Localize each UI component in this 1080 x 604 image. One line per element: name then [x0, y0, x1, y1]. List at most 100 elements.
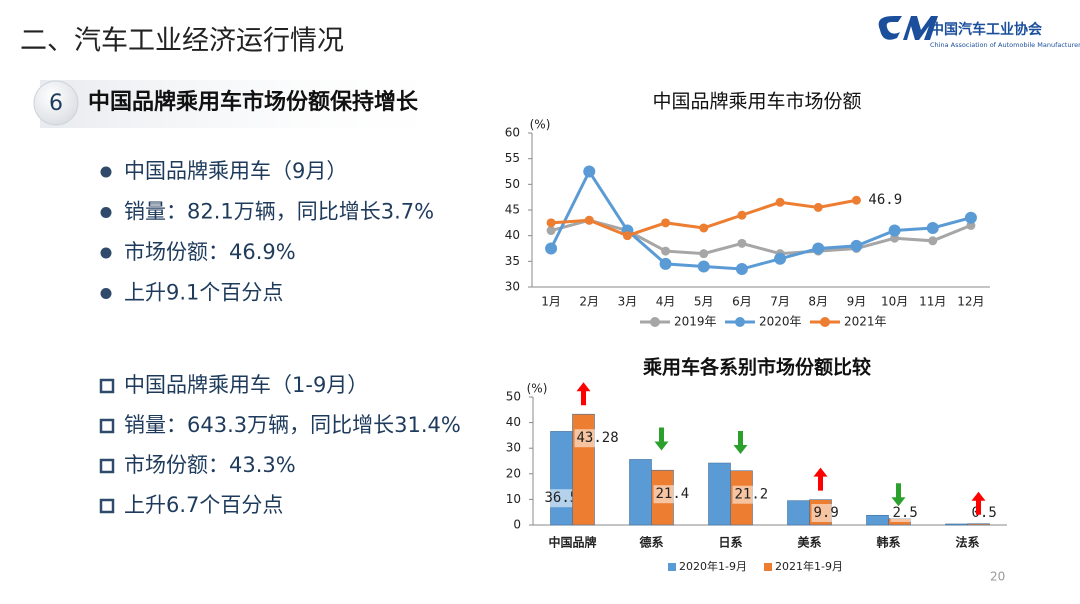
bar: [550, 431, 573, 526]
y-tick-label: 60: [505, 126, 520, 140]
data-label: 46.9: [868, 192, 902, 208]
data-label: 2.5: [893, 505, 918, 521]
legend-label: 2021年: [844, 315, 887, 329]
label-bg: [574, 429, 615, 448]
bullet-square: [99, 498, 115, 514]
x-tick-label: 2月: [579, 295, 599, 309]
legend-swatch: [668, 563, 676, 571]
bullet-text: 市场份额：43.3%: [124, 453, 296, 477]
chart-title: 中国品牌乘用车市场份额: [652, 91, 861, 113]
bullet-dot: [100, 207, 112, 218]
data-label: 21.2: [735, 487, 769, 503]
section-number: 6: [49, 91, 63, 116]
y-tick-label: 10: [506, 492, 521, 506]
bullet-text: 中国品牌乘用车（1-9月）: [124, 373, 368, 397]
section-badge: [33, 80, 79, 126]
y-tick-label: 50: [506, 390, 521, 404]
bullet-square: [99, 378, 115, 394]
line-marker: [775, 197, 785, 207]
bullet-text: 销量：82.1万辆，同比增长3.7%: [124, 200, 434, 224]
y-tick-label: 30: [506, 441, 521, 455]
y-tick-label: 30: [505, 280, 520, 294]
y-tick-label: 55: [505, 151, 520, 165]
bullet-text: 中国品牌乘用车（9月）: [124, 159, 347, 183]
x-tick-label: 1月: [541, 295, 561, 309]
x-tick-label: 11月: [919, 295, 946, 309]
trend-arrow: [813, 467, 828, 491]
bullet-dot: [100, 288, 112, 299]
x-tick-label: 中国品牌: [548, 535, 596, 550]
x-tick-label: 7月: [770, 295, 790, 309]
line-marker: [926, 221, 939, 234]
line-marker: [737, 238, 747, 248]
y-tick-label: 0: [513, 518, 521, 532]
y-unit: (%): [527, 382, 548, 396]
subtitle: 中国品牌乘用车市场份额保持增长: [88, 89, 419, 115]
line-marker: [850, 239, 863, 252]
x-tick-label: 日系: [718, 535, 742, 550]
data-label: 21.4: [656, 486, 690, 502]
line-marker: [964, 211, 977, 224]
bullet-text: 销量：643.3万辆，同比增长31.4%: [124, 413, 461, 437]
slide-title: 二、汽车工业经济运行情况: [20, 26, 344, 57]
line-series: [550, 218, 972, 256]
line-series: [549, 168, 972, 271]
y-tick-label: 40: [506, 415, 521, 429]
label-bg: [732, 485, 773, 504]
x-tick-label: 10月: [881, 295, 908, 309]
bullet-text: 上升6.7个百分点: [124, 493, 283, 517]
bullet-square: [99, 418, 115, 434]
bullet-text: 上升9.1个百分点: [124, 281, 283, 305]
bullets: 中国品牌乘用车（9月） 销量：82.1万辆，同比增长3.7% 市场份额：46.9% 上…: [99, 159, 461, 517]
legend-label: 2019年: [674, 315, 717, 329]
legend-marker: [735, 317, 745, 327]
data-label: 43.28: [577, 430, 619, 446]
bar: [629, 459, 652, 526]
line-marker: [659, 257, 672, 270]
legend-marker: [650, 317, 660, 327]
line-marker: [699, 223, 709, 233]
bar: [945, 523, 968, 526]
x-tick-label: 8月: [808, 295, 828, 309]
logo-mark: [878, 16, 938, 40]
x-tick-label: 5月: [694, 295, 714, 309]
x-tick-label: 美系: [797, 535, 821, 550]
legend-label: 2021年1-9月: [775, 559, 843, 573]
y-unit: (%): [530, 118, 551, 132]
line-marker: [699, 249, 709, 259]
bar: [967, 523, 990, 526]
line-marker: [928, 236, 938, 246]
x-tick-label: 9月: [847, 295, 867, 309]
y-tick-label: 20: [506, 466, 521, 480]
label-bg: [653, 485, 694, 504]
x-tick-label: 法系: [955, 535, 979, 550]
label-bg: [811, 504, 852, 522]
line-marker: [812, 242, 825, 255]
y-tick-label: 40: [505, 228, 520, 242]
x-tick-label: 4月: [656, 295, 676, 309]
legend-label: 2020年: [759, 315, 802, 329]
trend-arrow: [654, 427, 669, 451]
line-marker: [697, 260, 710, 273]
logo-english: China Association of Automobile Manufact…: [930, 41, 1080, 49]
line-marker: [774, 252, 787, 265]
chart-title: 乘用车各系别市场份额比较: [642, 356, 871, 379]
y-tick-label: 45: [505, 203, 520, 217]
trend-arrow: [576, 382, 591, 406]
x-tick-label: 6月: [732, 295, 752, 309]
line-marker: [813, 202, 823, 212]
line-marker: [661, 218, 671, 228]
legend-swatch: [764, 563, 772, 571]
line-marker: [661, 246, 671, 256]
line-marker: [851, 195, 861, 205]
trend-arrow: [733, 431, 748, 455]
bar: [866, 514, 889, 526]
line-marker: [888, 224, 901, 237]
bullet-dot: [100, 247, 112, 259]
subtitle-band: [40, 80, 480, 128]
logo-name: 中国汽车工业协会: [930, 21, 1043, 38]
trend-arrow: [971, 491, 986, 515]
legend-label: 2020年1-9月: [679, 559, 747, 573]
legend-marker: [820, 317, 830, 327]
